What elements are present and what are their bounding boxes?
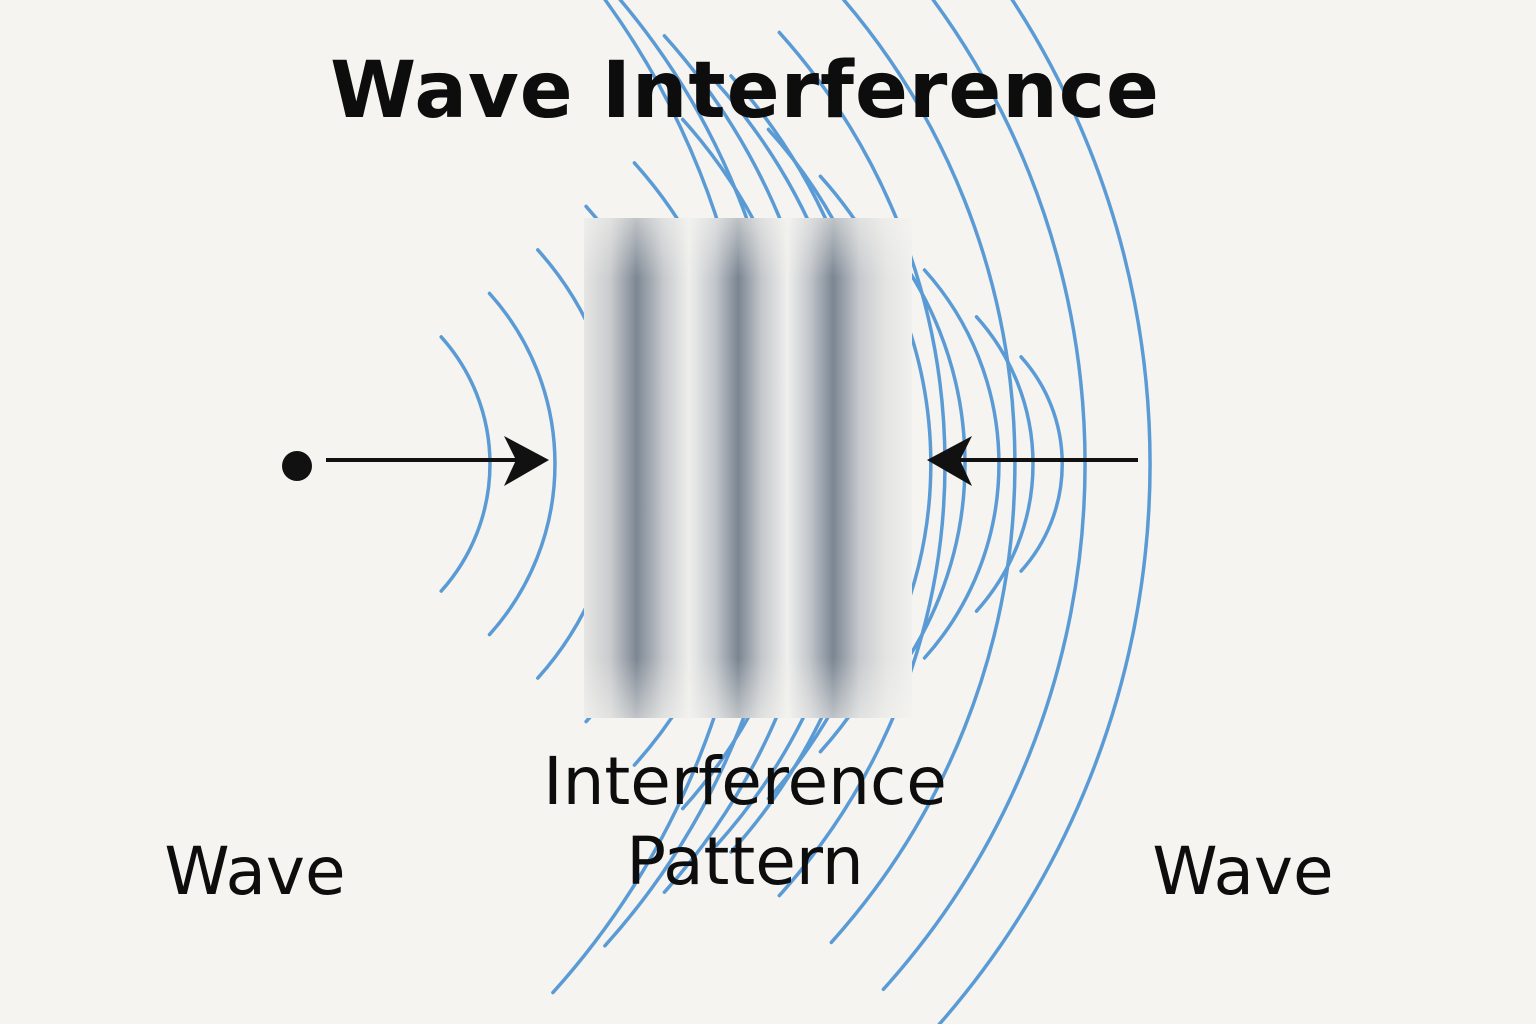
- pattern-label-line2: Pattern: [626, 823, 864, 900]
- right-wave-label: Wave: [1152, 833, 1334, 910]
- interference-pattern: [584, 218, 912, 718]
- arrow-right-icon: [326, 436, 549, 486]
- source-dot-icon: [282, 451, 312, 481]
- left-wavefront-arc: [487, 291, 557, 637]
- left-wave-label: Wave: [164, 833, 346, 910]
- right-wavefront-arc: [922, 268, 1001, 660]
- interference-pattern-label: Interference Pattern: [520, 742, 970, 902]
- pattern-label-line1: Interference: [543, 743, 947, 820]
- right-wavefront-arc: [1019, 355, 1064, 573]
- diagram-title: Wave Interference: [330, 46, 1160, 136]
- fringe-edge-fade: [584, 218, 912, 718]
- arrow-left-icon: [927, 436, 1138, 486]
- left-wavefront-arc: [937, 0, 1152, 1024]
- right-wavefront-arc: [974, 315, 1035, 613]
- left-wavefront-arc: [439, 335, 492, 593]
- left-wavefront-arc: [881, 0, 1087, 992]
- right-wavefront-arc: [870, 221, 967, 707]
